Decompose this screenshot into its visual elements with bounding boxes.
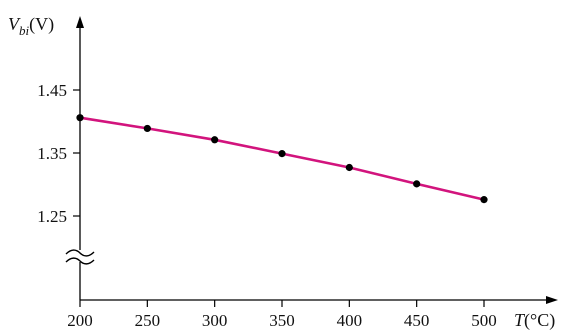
x-axis-label: T(°C) [514,310,555,331]
data-point-6 [480,196,488,204]
x-axis-unit: (°C) [524,310,555,331]
data-point-2 [211,136,219,144]
series-line-0 [78,116,486,201]
data-point-4 [345,163,353,172]
y-tick-label-0: 1.25 [37,207,67,226]
y-axis-arrow [76,16,84,28]
data-point-0 [76,114,84,122]
y-axis-subscript: bi [19,23,30,38]
y-axis-break [65,249,95,265]
x-tick-label-5: 450 [404,311,430,330]
x-axis-arrow [546,296,558,304]
data-point-3 [278,150,286,158]
y-tick-label-1: 1.35 [37,144,67,163]
x-tick-label-1: 250 [135,311,161,330]
x-tick-label-3: 350 [269,311,295,330]
x-tick-label-2: 300 [202,311,228,330]
x-tick-label-6: 500 [471,311,497,330]
y-ticks: 1.25 1.35 1.45 [37,81,80,226]
y-axis-label: Vbi(V) [8,14,54,38]
x-tick-label-4: 400 [337,311,363,330]
data-point-5 [413,180,421,188]
x-ticks: 200 250 300 350 400 450 500 [67,300,497,330]
x-axis [80,296,558,304]
series-layer [76,114,488,204]
y-tick-label-2: 1.45 [37,81,67,100]
data-point-1 [143,124,151,133]
y-axis-unit: (V) [29,14,54,35]
x-tick-label-0: 200 [67,311,93,330]
x-axis-symbol: T [514,310,526,330]
y-axis-symbol: V [8,14,21,34]
y-axis [76,16,84,300]
